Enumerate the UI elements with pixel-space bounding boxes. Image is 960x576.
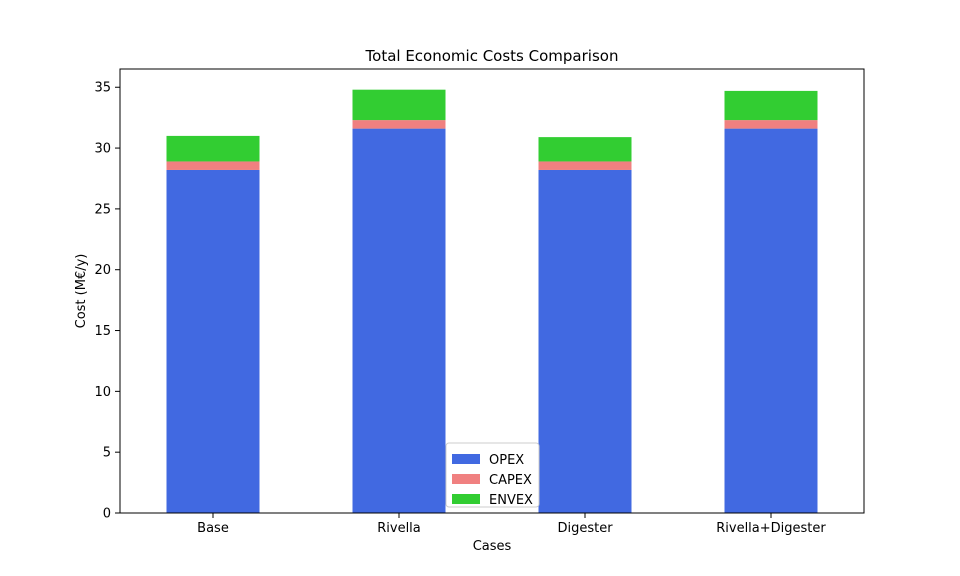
bars-layer [166, 89, 818, 514]
bar-opex-base [166, 169, 260, 513]
bar-opex-digester [538, 169, 632, 513]
bar-envex-base [166, 135, 260, 162]
chart-title: Total Economic Costs Comparison [365, 47, 619, 65]
axes-layer: 0 5 10 15 20 25 30 35 Base Rivella Digester Rivella… [94, 68, 865, 536]
plot-frame [119, 68, 865, 514]
legend-label-opex: OPEX [489, 453, 524, 468]
bar-envex-digester [538, 137, 632, 162]
y-axis-title: Cost (M€/y) [74, 254, 89, 329]
y-tick-label: 20 [94, 263, 111, 278]
legend-swatch-envex [452, 494, 480, 504]
bar-capex-rivella [352, 120, 446, 129]
bar-capex-digester [538, 161, 632, 170]
bar-envex-rivella-digester [724, 90, 818, 121]
legend-swatch-opex [452, 454, 480, 464]
x-axis-title: Cases [473, 539, 512, 554]
x-tick-label-digester: Digester [557, 521, 613, 536]
bar-envex-rivella [352, 89, 446, 121]
bar-capex-rivella-digester [724, 120, 818, 129]
y-tick-label: 5 [103, 446, 111, 461]
x-tick-label-base: Base [197, 521, 229, 536]
bar-capex-base [166, 161, 260, 170]
y-tick-label: 30 [94, 142, 111, 157]
y-tick-label: 10 [94, 385, 111, 400]
legend-swatch-capex [452, 474, 480, 484]
x-tick-label-rivella-digester: Rivella+Digester [716, 521, 826, 536]
y-tick-label: 15 [94, 324, 111, 339]
bar-opex-rivella-digester [724, 128, 818, 514]
legend-label-envex: ENVEX [489, 493, 533, 508]
y-tick-label: 0 [103, 507, 111, 522]
y-tick-label: 25 [94, 202, 111, 217]
x-tick-label-rivella: Rivella [377, 521, 421, 536]
bar-opex-rivella [352, 128, 446, 514]
legend: OPEX CAPEX ENVEX [445, 442, 540, 508]
y-tick-label: 35 [94, 81, 111, 96]
legend-label-capex: CAPEX [489, 473, 532, 488]
